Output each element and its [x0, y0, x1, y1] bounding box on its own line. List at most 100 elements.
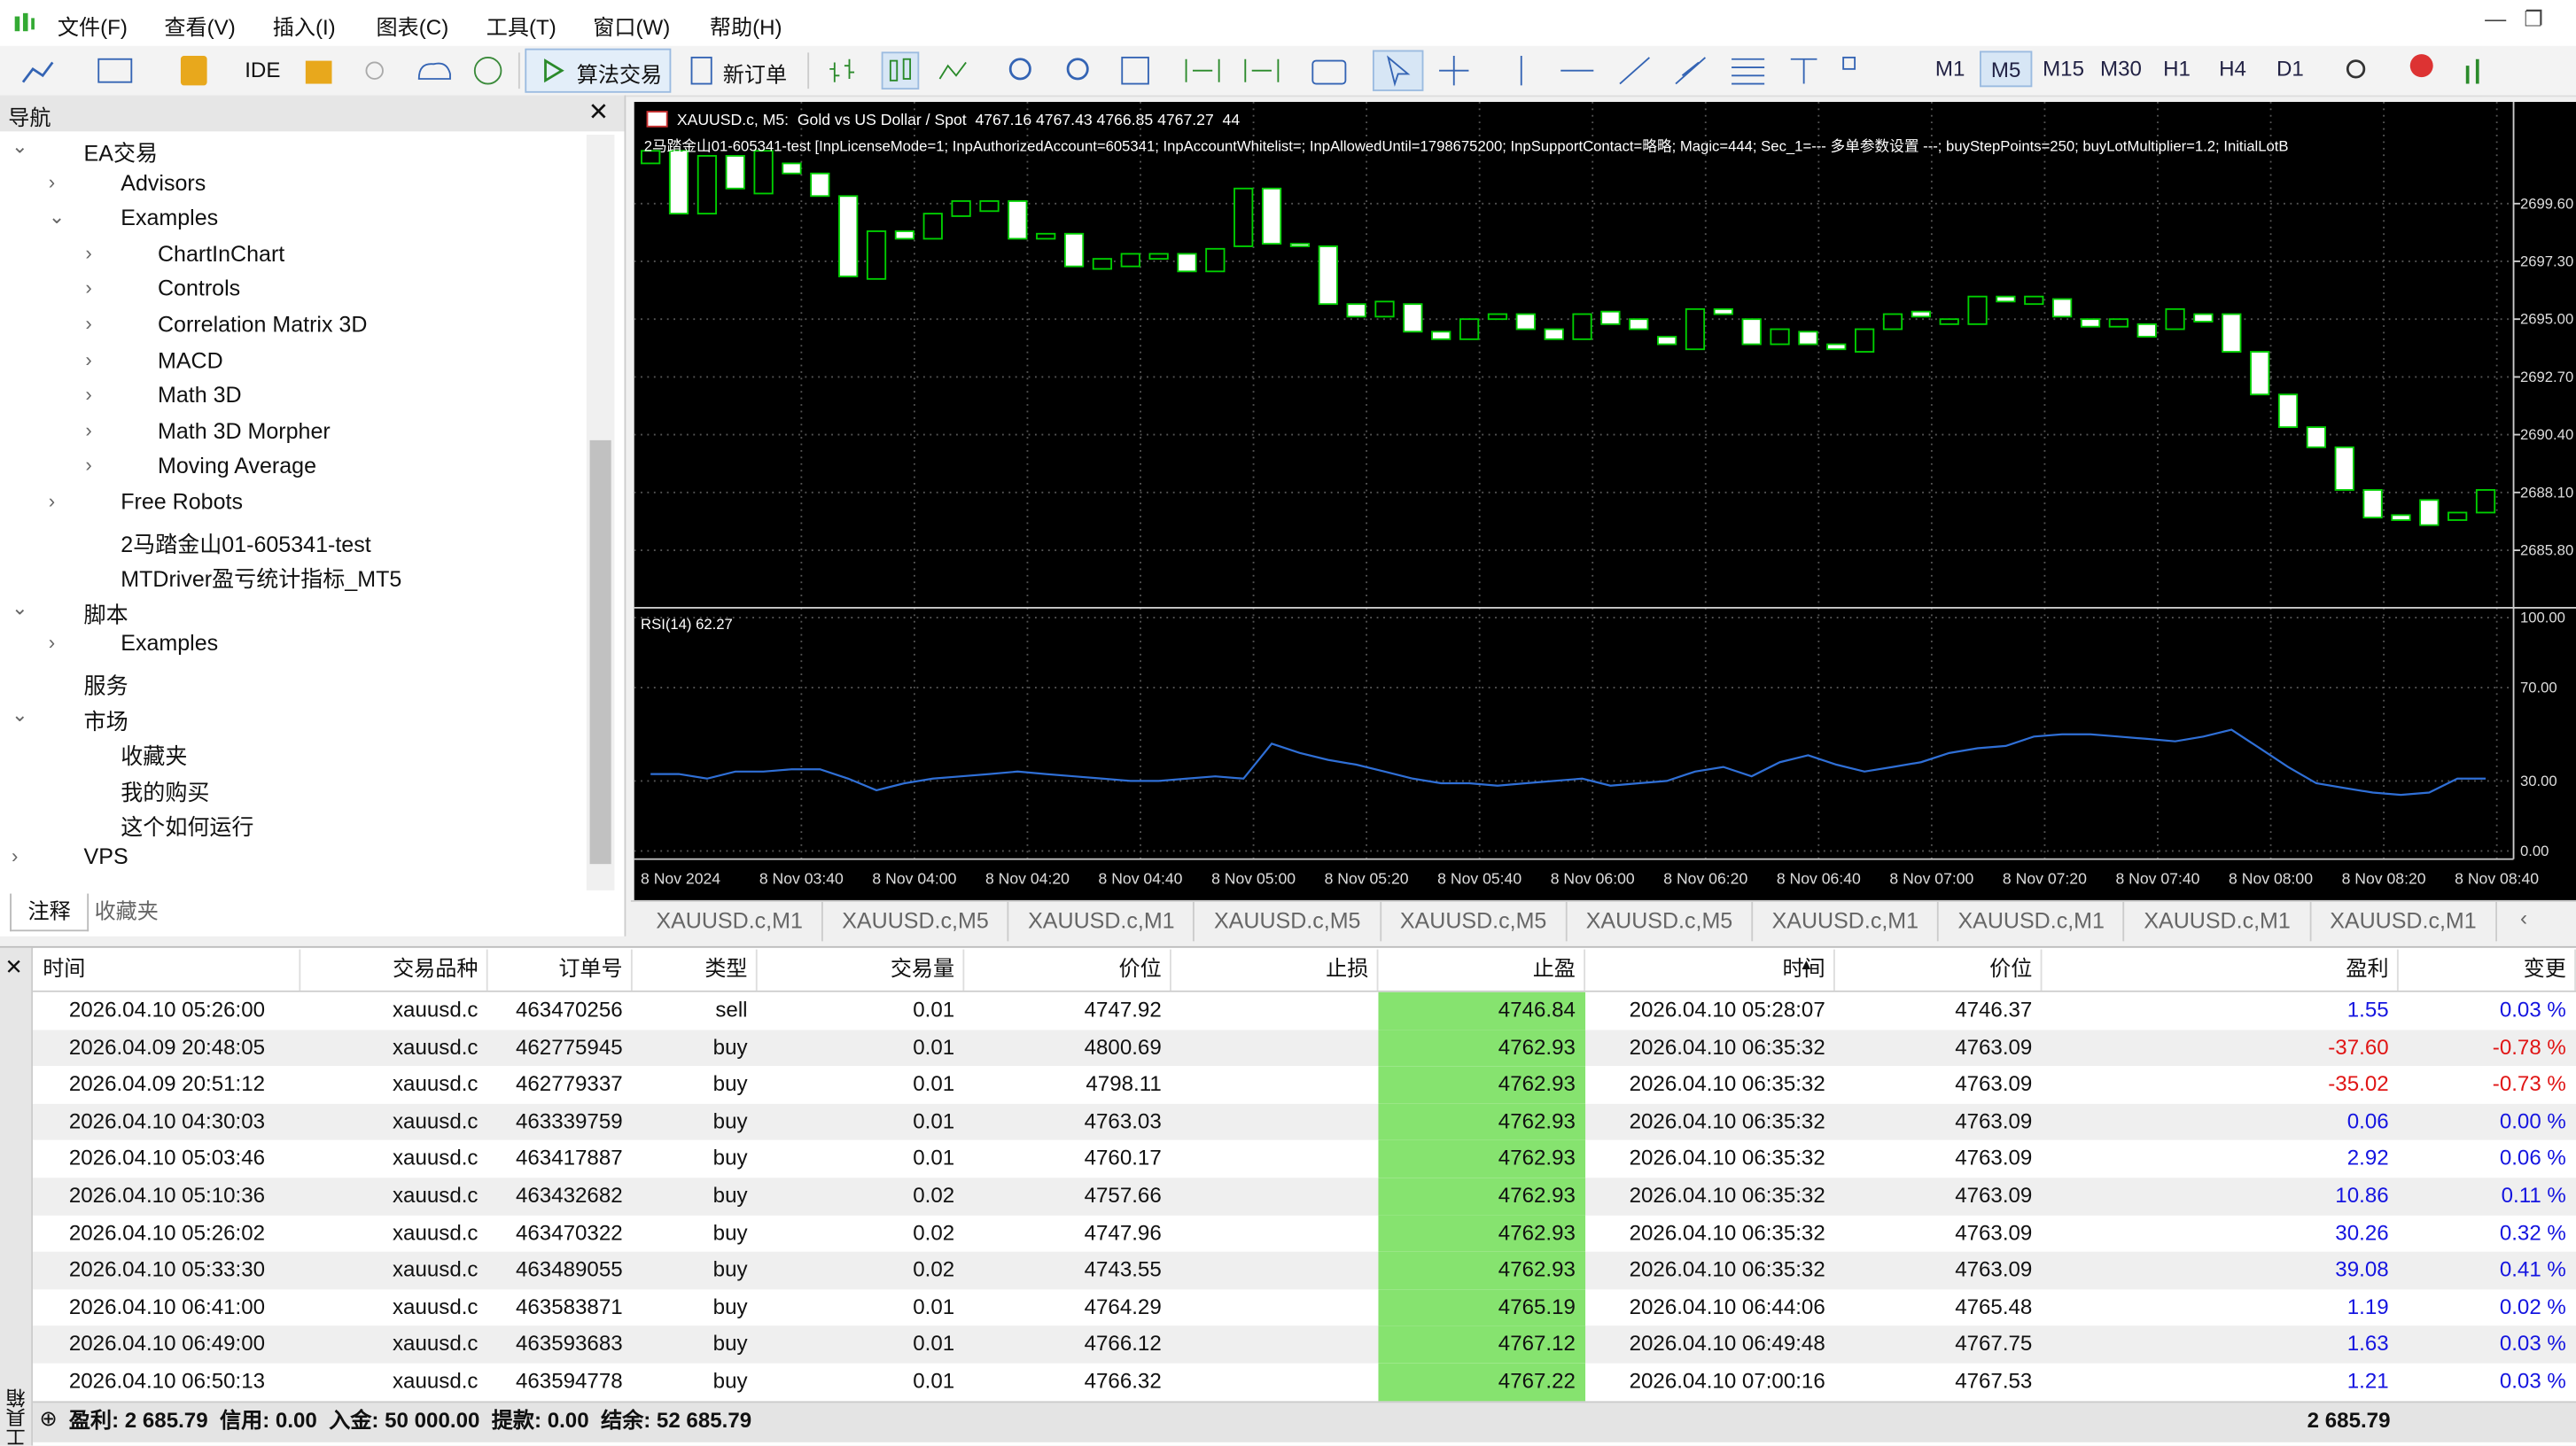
- column-header[interactable]: 止损: [1326, 956, 1369, 981]
- menu-item[interactable]: 帮助(H): [709, 14, 782, 40]
- icon-crosshair[interactable]: [1439, 56, 1469, 86]
- window-controls[interactable]: — ❐: [2485, 6, 2543, 32]
- icon-chart[interactable]: [97, 58, 133, 83]
- table-row[interactable]: [33, 1066, 2576, 1104]
- column-header[interactable]: 交易品种: [393, 956, 479, 981]
- icon-screenshot[interactable]: [1311, 59, 1347, 85]
- tree-item[interactable]: Correlation Matrix 3D: [157, 312, 368, 338]
- column-header[interactable]: 价位: [1989, 956, 2033, 981]
- column-header[interactable]: 类型: [704, 956, 748, 981]
- tree-item[interactable]: ChartInChart: [157, 241, 285, 266]
- table-row[interactable]: [33, 1215, 2576, 1253]
- menu-item[interactable]: 查看(V): [164, 14, 236, 40]
- icon-shapes[interactable]: [1842, 56, 1856, 70]
- chart-tab[interactable]: XAUUSD.c,M5: [1381, 901, 1568, 942]
- icon-text[interactable]: [1790, 58, 1817, 84]
- timeframe-button[interactable]: M30: [2099, 56, 2142, 81]
- table-row[interactable]: [33, 1252, 2576, 1289]
- tree-item[interactable]: 市场: [83, 709, 128, 734]
- timeframe-button[interactable]: H4: [2219, 56, 2246, 81]
- column-header[interactable]: 时间: [43, 956, 86, 981]
- table-row[interactable]: [33, 1326, 2576, 1364]
- tree-expander[interactable]: ›: [48, 489, 56, 513]
- menu-item[interactable]: 窗口(W): [593, 14, 671, 40]
- icon-cursor-active[interactable]: [1372, 50, 1424, 91]
- column-header[interactable]: 订单号: [558, 956, 623, 981]
- tree-expander[interactable]: ⌄: [48, 206, 66, 229]
- tree-item[interactable]: EA交易: [83, 141, 159, 167]
- algo-button-bg[interactable]: [525, 48, 672, 93]
- tree-item[interactable]: Controls: [157, 276, 241, 301]
- table-row[interactable]: [33, 1363, 2576, 1401]
- tree-item[interactable]: 我的购买: [121, 780, 210, 805]
- icon-channel[interactable]: [1675, 57, 1707, 85]
- tree-item[interactable]: Free Robots: [121, 489, 244, 515]
- tree-item[interactable]: 脚本: [83, 602, 128, 627]
- menu-item[interactable]: 工具(T): [486, 14, 556, 40]
- icon-zoom-out[interactable]: [1066, 58, 1089, 81]
- icon-globe[interactable]: [473, 56, 502, 85]
- tree-expander[interactable]: ›: [85, 276, 92, 300]
- tree-item[interactable]: MTDriver盈亏统计指标_MT5: [121, 566, 402, 592]
- timeframe-button[interactable]: M15: [2043, 56, 2085, 81]
- icon-cloud[interactable]: [417, 62, 451, 80]
- menu-item[interactable]: 插入(I): [272, 14, 336, 40]
- menu-item[interactable]: 图表(C): [376, 14, 449, 40]
- table-row[interactable]: [33, 1288, 2576, 1326]
- chart-tab[interactable]: XAUUSD.c,M5: [1568, 901, 1754, 942]
- chart-tab[interactable]: XAUUSD.c,M5: [823, 901, 1009, 942]
- tree-expander[interactable]: ›: [11, 844, 19, 867]
- algo-trading-button[interactable]: 算法交易: [576, 62, 663, 88]
- column-header[interactable]: 变更: [2523, 956, 2566, 981]
- tab-scroll[interactable]: ‹: [2519, 905, 2528, 930]
- icon-autoscroll[interactable]: [1244, 58, 1280, 82]
- tree-item[interactable]: Math 3D Morpher: [157, 418, 331, 444]
- tree-expander[interactable]: ⌄: [11, 135, 28, 158]
- new-order-button[interactable]: 新订单: [722, 62, 788, 88]
- notification-badge[interactable]: [2409, 54, 2433, 78]
- tree-item[interactable]: Math 3D: [157, 383, 242, 408]
- table-row[interactable]: [33, 1029, 2576, 1067]
- tree-item[interactable]: 这个如何运行: [121, 815, 254, 841]
- tree-item[interactable]: Moving Average: [157, 454, 317, 479]
- chart-tab[interactable]: XAUUSD.c,M1: [2125, 901, 2311, 942]
- tree-item[interactable]: Examples: [121, 631, 219, 657]
- tree-expander[interactable]: ›: [85, 312, 92, 336]
- column-header[interactable]: 止盈: [1532, 956, 1576, 981]
- icon-line-chart[interactable]: [21, 61, 54, 83]
- tree-item[interactable]: MACD: [157, 347, 223, 373]
- ide-button[interactable]: IDE: [245, 57, 281, 82]
- timeframe-button[interactable]: H1: [2163, 56, 2191, 81]
- chart-tab[interactable]: XAUUSD.c,M1: [2311, 901, 2497, 942]
- icon-dollar[interactable]: [180, 56, 207, 86]
- scrollbar-thumb[interactable]: [589, 439, 611, 865]
- icon-bars[interactable]: [829, 58, 855, 82]
- icon-fibo[interactable]: [1732, 58, 1765, 85]
- timeframe-button[interactable]: M1: [1934, 56, 1965, 81]
- tree-item[interactable]: Examples: [121, 206, 219, 230]
- icon-search[interactable]: [2346, 59, 2366, 79]
- tree-expander[interactable]: ⌄: [11, 595, 28, 619]
- toolbox-close[interactable]: ✕: [4, 954, 23, 979]
- icon-trend[interactable]: [1619, 57, 1650, 85]
- chart-tab[interactable]: XAUUSD.c,M1: [1009, 901, 1195, 942]
- chart-tab[interactable]: XAUUSD.c,M1: [1939, 901, 2125, 942]
- footer-icon[interactable]: ⊕: [39, 1405, 58, 1431]
- icon-signal[interactable]: [365, 61, 384, 80]
- icon-market[interactable]: [305, 60, 332, 84]
- tree-item[interactable]: 服务: [83, 673, 128, 698]
- navigator-tab[interactable]: 注释: [10, 893, 89, 932]
- chart-tab[interactable]: XAUUSD.c,M5: [1195, 901, 1381, 942]
- tree-expander[interactable]: ›: [85, 418, 92, 442]
- tree-expander[interactable]: ›: [85, 383, 92, 407]
- icon-shift[interactable]: [1185, 58, 1220, 82]
- tree-item[interactable]: 收藏夹: [121, 744, 188, 769]
- icon-candles-active[interactable]: [881, 51, 920, 90]
- tree-expander[interactable]: ›: [85, 241, 92, 265]
- chart-tab[interactable]: XAUUSD.c,M1: [637, 901, 823, 942]
- tree-item[interactable]: VPS: [83, 844, 128, 869]
- navigator-tab[interactable]: 收藏夹: [94, 898, 159, 923]
- chart-tab[interactable]: XAUUSD.c,M1: [1754, 901, 1940, 942]
- column-header[interactable]: 价位: [1118, 956, 1162, 981]
- column-header[interactable]: 交易量: [890, 956, 955, 981]
